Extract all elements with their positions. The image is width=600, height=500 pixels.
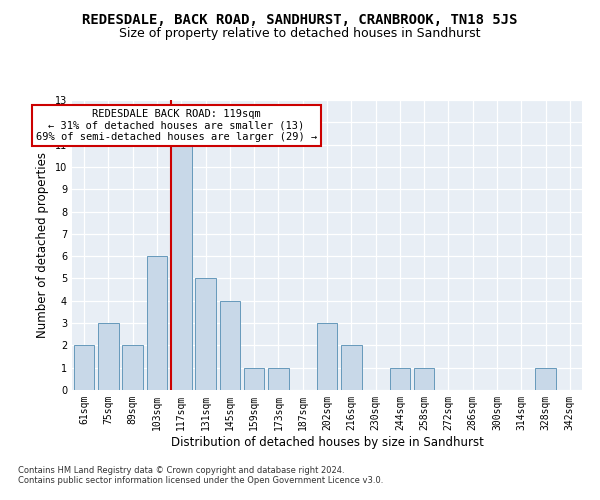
Bar — [244, 368, 265, 390]
Bar — [535, 368, 556, 390]
Bar — [74, 346, 94, 390]
Bar — [389, 368, 410, 390]
Bar — [268, 368, 289, 390]
Text: REDESDALE BACK ROAD: 119sqm
← 31% of detached houses are smaller (13)
69% of sem: REDESDALE BACK ROAD: 119sqm ← 31% of det… — [36, 109, 317, 142]
Text: Size of property relative to detached houses in Sandhurst: Size of property relative to detached ho… — [119, 28, 481, 40]
Bar — [98, 323, 119, 390]
Bar — [220, 301, 240, 390]
Y-axis label: Number of detached properties: Number of detached properties — [36, 152, 49, 338]
Text: Contains HM Land Registry data © Crown copyright and database right 2024.
Contai: Contains HM Land Registry data © Crown c… — [18, 466, 383, 485]
Text: REDESDALE, BACK ROAD, SANDHURST, CRANBROOK, TN18 5JS: REDESDALE, BACK ROAD, SANDHURST, CRANBRO… — [82, 12, 518, 26]
Bar — [146, 256, 167, 390]
Bar — [414, 368, 434, 390]
X-axis label: Distribution of detached houses by size in Sandhurst: Distribution of detached houses by size … — [170, 436, 484, 448]
Bar — [171, 144, 191, 390]
Bar — [341, 346, 362, 390]
Bar — [317, 323, 337, 390]
Bar — [122, 346, 143, 390]
Bar — [195, 278, 216, 390]
